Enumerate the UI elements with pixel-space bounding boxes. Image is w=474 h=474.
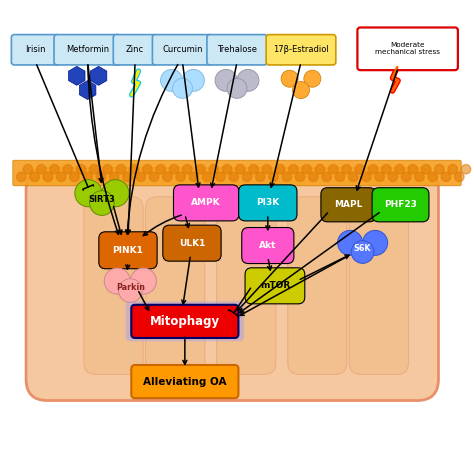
Circle shape (118, 279, 142, 302)
Circle shape (63, 164, 73, 174)
Circle shape (421, 164, 431, 174)
FancyBboxPatch shape (173, 185, 239, 221)
FancyBboxPatch shape (245, 268, 305, 304)
FancyBboxPatch shape (54, 35, 121, 65)
Circle shape (173, 78, 192, 98)
Circle shape (395, 164, 404, 174)
Circle shape (75, 180, 102, 207)
FancyBboxPatch shape (207, 35, 267, 65)
Text: PINK1: PINK1 (112, 246, 144, 255)
FancyBboxPatch shape (11, 35, 60, 65)
Circle shape (36, 164, 46, 174)
Circle shape (335, 172, 345, 182)
Text: MAPL: MAPL (334, 201, 363, 209)
Circle shape (441, 172, 451, 182)
Text: Moderate
mechanical stress: Moderate mechanical stress (375, 42, 440, 55)
Circle shape (130, 268, 156, 294)
Circle shape (136, 172, 146, 182)
Circle shape (189, 172, 199, 182)
Circle shape (382, 164, 391, 174)
Circle shape (123, 172, 132, 182)
Circle shape (56, 172, 66, 182)
Circle shape (237, 70, 259, 91)
Circle shape (227, 78, 247, 98)
Circle shape (275, 164, 285, 174)
Circle shape (182, 70, 204, 91)
Text: mTOR: mTOR (260, 282, 290, 290)
Circle shape (43, 172, 53, 182)
Circle shape (161, 70, 182, 91)
Circle shape (269, 172, 278, 182)
Circle shape (163, 172, 172, 182)
Circle shape (30, 172, 39, 182)
Circle shape (90, 164, 99, 174)
Text: PHF23: PHF23 (384, 201, 417, 209)
Circle shape (388, 172, 398, 182)
Circle shape (202, 172, 212, 182)
Circle shape (83, 172, 92, 182)
Circle shape (17, 172, 26, 182)
Text: Mitophagy: Mitophagy (150, 315, 220, 328)
Circle shape (292, 82, 310, 99)
Circle shape (149, 172, 159, 182)
Circle shape (103, 164, 112, 174)
Circle shape (362, 172, 371, 182)
Circle shape (448, 164, 457, 174)
Circle shape (351, 241, 374, 264)
Circle shape (295, 172, 305, 182)
Circle shape (455, 172, 464, 182)
Circle shape (281, 70, 298, 87)
Circle shape (182, 164, 192, 174)
Circle shape (242, 172, 252, 182)
Circle shape (50, 164, 59, 174)
Circle shape (104, 268, 130, 294)
Text: 17β-Estradiol: 17β-Estradiol (273, 46, 329, 54)
Text: Irisin: Irisin (25, 46, 46, 54)
Circle shape (143, 164, 152, 174)
Text: ULK1: ULK1 (179, 239, 205, 247)
Circle shape (309, 172, 318, 182)
FancyBboxPatch shape (131, 305, 238, 338)
Circle shape (415, 172, 424, 182)
FancyBboxPatch shape (131, 365, 238, 398)
Circle shape (435, 164, 444, 174)
Text: AMPK: AMPK (191, 199, 221, 207)
FancyBboxPatch shape (163, 225, 221, 261)
Circle shape (282, 172, 292, 182)
Circle shape (216, 172, 225, 182)
Circle shape (116, 164, 126, 174)
Circle shape (328, 164, 338, 174)
FancyBboxPatch shape (288, 197, 347, 374)
Circle shape (76, 164, 86, 174)
Circle shape (408, 164, 418, 174)
Text: PI3K: PI3K (256, 199, 280, 207)
Circle shape (169, 164, 179, 174)
Text: Metformin: Metformin (66, 46, 109, 54)
FancyBboxPatch shape (99, 232, 157, 269)
Circle shape (375, 172, 384, 182)
Circle shape (337, 230, 363, 255)
Circle shape (23, 164, 33, 174)
FancyBboxPatch shape (217, 197, 276, 374)
FancyBboxPatch shape (126, 301, 244, 341)
Circle shape (70, 172, 79, 182)
Circle shape (262, 164, 272, 174)
Circle shape (461, 164, 471, 174)
Circle shape (90, 191, 114, 215)
Text: SIRT3: SIRT3 (89, 195, 115, 204)
Circle shape (302, 164, 311, 174)
FancyBboxPatch shape (238, 185, 297, 221)
FancyBboxPatch shape (372, 188, 429, 222)
Circle shape (289, 164, 298, 174)
FancyBboxPatch shape (321, 188, 376, 222)
FancyBboxPatch shape (26, 168, 438, 401)
Circle shape (156, 164, 165, 174)
FancyBboxPatch shape (13, 160, 461, 186)
FancyBboxPatch shape (357, 27, 458, 70)
Circle shape (96, 172, 106, 182)
FancyBboxPatch shape (146, 197, 205, 374)
Circle shape (428, 172, 438, 182)
FancyBboxPatch shape (84, 197, 143, 374)
Text: Parkin: Parkin (116, 283, 145, 292)
